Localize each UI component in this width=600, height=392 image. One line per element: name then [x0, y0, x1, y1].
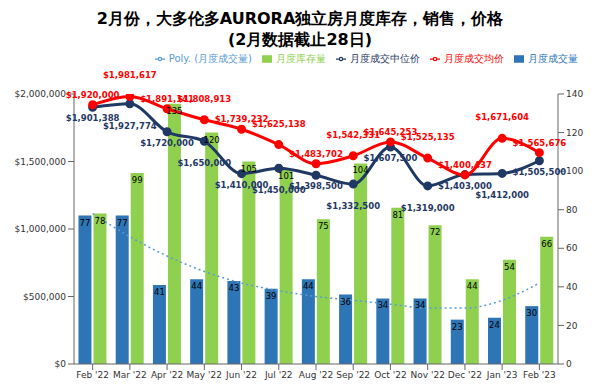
svg-text:Dec '22: Dec '22 [448, 370, 482, 380]
svg-text:$1,645,253: $1,645,253 [363, 126, 418, 137]
html-text:月度成交中位价: 月度成交中位价 [350, 53, 420, 64]
svg-text:44: 44 [467, 281, 478, 291]
html-text:月度成交均价: 月度成交均价 [444, 53, 504, 64]
svg-text:20: 20 [566, 321, 578, 331]
svg-text:100: 100 [566, 166, 583, 176]
svg-text:66: 66 [541, 239, 552, 249]
svg-text:$1,650,000: $1,650,000 [177, 158, 231, 168]
svg-text:40: 40 [566, 282, 578, 292]
svg-text:$1,920,000: $1,920,000 [66, 90, 120, 100]
svg-text:39: 39 [266, 291, 277, 301]
svg-text:$1,720,000: $1,720,000 [140, 138, 194, 148]
svg-text:$1,891,141: $1,891,141 [140, 93, 194, 104]
svg-text:Jul '22: Jul '22 [264, 370, 293, 380]
svg-text:$1,625,138: $1,625,138 [252, 119, 306, 129]
svg-text:Aug '22: Aug '22 [299, 370, 333, 380]
svg-text:75: 75 [318, 221, 329, 231]
html-text:(2月数据截止28日): (2月数据截止28日) [228, 30, 372, 49]
svg-text:May '22: May '22 [187, 370, 222, 380]
svg-text:$1,450,000: $1,450,000 [251, 185, 306, 196]
svg-text:$1,739,232: $1,739,232 [214, 114, 269, 125]
svg-text:30: 30 [526, 308, 537, 318]
svg-text:$1,542,331: $1,542,331 [326, 129, 381, 140]
html-text:月度成交量: 月度成交量 [528, 53, 578, 64]
svg-text:$1,403,000: $1,403,000 [438, 181, 492, 191]
svg-text:$1,412,000: $1,412,000 [475, 190, 529, 200]
html-text:2月份，大多伦多AURORA独立房月度库存，销售，价格: 2月份，大多伦多AURORA独立房月度库存，销售，价格 [96, 9, 504, 28]
svg-text:140: 140 [566, 89, 583, 99]
svg-text:44: 44 [303, 281, 314, 291]
svg-text:$500,000: $500,000 [23, 292, 66, 302]
svg-text:$1,671,604: $1,671,604 [475, 112, 529, 122]
svg-text:$1,398,500: $1,398,500 [289, 181, 343, 191]
svg-text:43: 43 [228, 283, 239, 293]
svg-text:72: 72 [430, 227, 441, 237]
svg-text:24: 24 [489, 320, 500, 330]
svg-text:Feb '23: Feb '23 [523, 370, 556, 380]
svg-text:23: 23 [452, 322, 463, 332]
svg-text:Mar '22: Mar '22 [113, 370, 147, 380]
svg-text:$1,808,913: $1,808,913 [177, 94, 231, 104]
svg-text:77: 77 [117, 218, 128, 228]
svg-text:$1,505,500: $1,505,500 [512, 167, 566, 177]
svg-text:54: 54 [504, 262, 515, 272]
svg-text:34: 34 [377, 300, 388, 310]
svg-text:$1,981,617: $1,981,617 [103, 70, 157, 80]
svg-text:44: 44 [191, 281, 202, 291]
svg-text:$1,565,676: $1,565,676 [512, 138, 566, 148]
svg-text:$1,410,000: $1,410,000 [214, 179, 269, 190]
svg-text:Apr '22: Apr '22 [151, 370, 183, 380]
svg-text:101: 101 [278, 171, 294, 181]
svg-text:$1,927,774: $1,927,774 [103, 121, 157, 131]
svg-text:77: 77 [80, 218, 91, 228]
svg-text:41: 41 [154, 287, 165, 297]
svg-text:34: 34 [415, 300, 426, 310]
svg-text:Nov '22: Nov '22 [411, 370, 445, 380]
svg-text:120: 120 [204, 135, 220, 145]
svg-text:Oct '22: Oct '22 [374, 370, 406, 380]
svg-text:80: 80 [566, 205, 578, 215]
svg-text:$1,332,500: $1,332,500 [326, 201, 380, 211]
svg-text:81: 81 [392, 209, 404, 220]
svg-text:$1,319,000: $1,319,000 [401, 203, 455, 213]
svg-text:$1,525,135: $1,525,135 [401, 132, 455, 142]
svg-text:Sep '22: Sep '22 [336, 370, 370, 380]
html-text:Poly. (月度成交量): Poly. (月度成交量) [168, 53, 252, 64]
svg-text:60: 60 [566, 243, 578, 253]
svg-text:105: 105 [241, 164, 257, 174]
svg-text:$1,400,437: $1,400,437 [438, 160, 492, 170]
svg-text:$1,901,388: $1,901,388 [65, 113, 120, 124]
svg-text:Jan '23: Jan '23 [486, 370, 518, 380]
svg-text:$1,000,000: $1,000,000 [14, 224, 66, 234]
svg-text:$1,607,500: $1,607,500 [364, 153, 418, 163]
svg-text:99: 99 [132, 175, 143, 185]
svg-text:120: 120 [566, 128, 583, 138]
svg-text:Feb '22: Feb '22 [76, 370, 109, 380]
svg-text:104: 104 [352, 165, 368, 175]
svg-text:$0: $0 [55, 359, 67, 369]
svg-text:Jun '22: Jun '22 [225, 370, 257, 380]
svg-text:78: 78 [95, 216, 106, 226]
html-text:月度库存量: 月度库存量 [276, 53, 326, 64]
svg-text:135: 135 [166, 106, 182, 116]
svg-text:$2,000,000: $2,000,000 [14, 89, 66, 99]
svg-text:$1,483,702: $1,483,702 [289, 149, 343, 159]
svg-text:36: 36 [340, 297, 351, 307]
svg-text:0: 0 [566, 359, 572, 369]
svg-text:$1,500,000: $1,500,000 [14, 157, 66, 167]
